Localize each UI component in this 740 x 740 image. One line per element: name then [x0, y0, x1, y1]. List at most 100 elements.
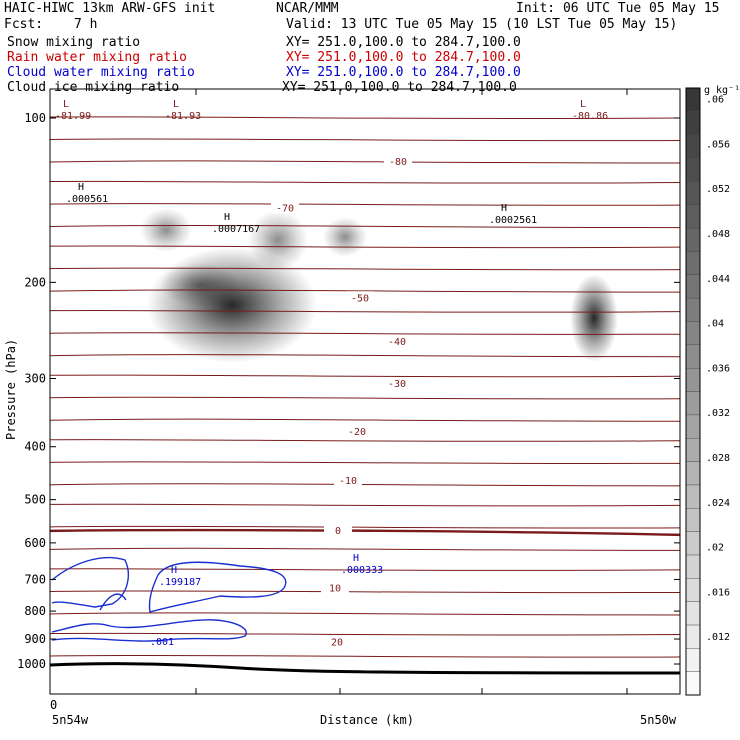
colorbar-segment [685, 251, 701, 275]
x-ticks [49, 89, 628, 694]
snow-shading [140, 208, 618, 363]
temperature-label: -80 [389, 157, 407, 168]
colorbar-tick-label: .044 [706, 274, 730, 285]
temperature-contour-line [50, 418, 680, 422]
temperature-label: -40 [388, 337, 406, 348]
snow-blob-top-left [140, 208, 192, 252]
temperature-contour-line [50, 439, 680, 442]
colorbar-segment [685, 648, 701, 672]
x-axis-label: Distance (km) [320, 713, 414, 727]
extremum-marker: H [353, 553, 359, 564]
colorbar-segment [685, 204, 701, 229]
cloud-water-contour-lobe [99, 593, 127, 611]
temperature-contour-line [50, 116, 680, 120]
cloud-water-contour-west [51, 556, 129, 608]
extremum-marker: L [173, 99, 179, 110]
temperature-contour-line [50, 483, 680, 487]
field-snow-xy: XY= 251.0,100.0 to 284.7,100.0 [286, 35, 521, 50]
temperature-contour-line [50, 654, 680, 658]
surface-line [49, 662, 681, 675]
cloud-water-contour-label: .001 [150, 637, 174, 648]
y-tick-label: 600 [24, 536, 46, 550]
init-time: Init: 06 UTC Tue 05 May 15 [516, 1, 720, 16]
forecast-label: Fcst: [4, 17, 44, 32]
snow-blob-east [570, 274, 618, 362]
colorbar-tick-label: .06 [706, 95, 724, 106]
temperature-contour-line [50, 332, 680, 335]
cloud-water-contour-central [148, 561, 287, 613]
field-snow-name: Snow mixing ratio [7, 35, 141, 50]
field-rain-xy: XY= 251.0,100.0 to 284.7,100.0 [286, 50, 521, 65]
temperature-contour-line [50, 138, 680, 142]
field-cloudice-xy: XY= 251.0,100.0 to 284.7,100.0 [282, 80, 517, 95]
colorbar-tick-label: .04 [706, 319, 724, 330]
snow-blob-upper [160, 263, 240, 307]
colorbar-tick-label: .016 [706, 587, 730, 598]
colorbar-segment [685, 181, 701, 205]
model-title: HAIC-HIWC 13km ARW-GFS init [4, 1, 216, 16]
plot-frame [49, 88, 681, 695]
colorbar-segment [685, 87, 701, 112]
temperature-label-bg [323, 635, 351, 648]
zero-isotherm-line [50, 528, 680, 537]
temperature-contour-line [50, 568, 680, 571]
temperature-contour-line [50, 590, 680, 594]
temperature-contour-line [50, 396, 680, 400]
extremum-value: .0002561 [489, 215, 537, 226]
temperature-label-bg [321, 581, 349, 594]
temperature-label-bg [383, 377, 411, 390]
colorbar-segment [685, 157, 701, 182]
colorbar-segment [685, 321, 701, 346]
colorbar-segment [685, 344, 701, 369]
snow-blob-mid [323, 217, 367, 257]
colorbar-segment [685, 461, 701, 486]
y-axis-label: Pressure (hPa) [4, 339, 18, 440]
temperature-label-bg [343, 424, 371, 437]
colorbar-segment [685, 391, 701, 416]
extremum-value: .199187 [159, 577, 201, 588]
temperature-contour-line [50, 547, 680, 551]
colorbar-segment [685, 508, 701, 532]
temperature-contour-line [50, 632, 680, 636]
temperature-label-bg [384, 155, 412, 168]
colorbar: .012 .016 .02 .024 .028 .032 .036 .04 .044 .048 .0… [685, 87, 730, 696]
temperature-contour-line [50, 503, 680, 507]
y-tick-label: 400 [24, 440, 46, 454]
colorbar-tick-label: .036 [706, 363, 730, 374]
temperature-contour-line [50, 461, 680, 464]
temperature-contour-line [50, 289, 680, 293]
temperature-contour-line [50, 180, 680, 184]
extremum-marker: H [501, 203, 507, 214]
extremum-marker: L [580, 99, 586, 110]
x-origin-label: 0 [50, 698, 57, 712]
colorbar-frame [685, 87, 701, 696]
colorbar-segment [685, 134, 701, 159]
extremum-value: .000561 [66, 194, 108, 205]
colorbar-tick-label: .056 [706, 139, 730, 150]
temperature-label: -10 [339, 476, 357, 487]
temperature-contour-line [50, 354, 680, 358]
extremum-marker: H [224, 212, 230, 223]
temperature-label-bg [334, 473, 362, 486]
field-rain-name: Rain water mixing ratio [7, 50, 188, 65]
temperature-contour-line [50, 374, 680, 378]
colorbar-unit: g kg⁻¹ [704, 85, 740, 96]
colorbar-segment [685, 601, 701, 626]
extremum-value: -81.99 [55, 111, 91, 122]
colorbar-tick-label: .012 [706, 632, 730, 643]
colorbar-segment [685, 437, 701, 462]
extremum-value: .000333 [341, 565, 383, 576]
y-tick-label: 1000 [17, 657, 46, 671]
y-tick-label: 200 [24, 275, 46, 289]
temperature-label-bg [346, 291, 374, 304]
temperature-contour-line [50, 203, 680, 206]
colorbar-segment [685, 297, 701, 322]
x-end-label: 5n50w [640, 713, 677, 727]
temperature-contour-line [50, 267, 680, 271]
cloud-water-contour-south [51, 619, 247, 642]
extremum-value: -81.93 [165, 111, 201, 122]
y-tick-label: 500 [24, 493, 46, 507]
extremum-marker: H [78, 182, 84, 193]
temperature-label: -30 [388, 379, 406, 390]
colorbar-tick-label: .052 [706, 184, 730, 195]
